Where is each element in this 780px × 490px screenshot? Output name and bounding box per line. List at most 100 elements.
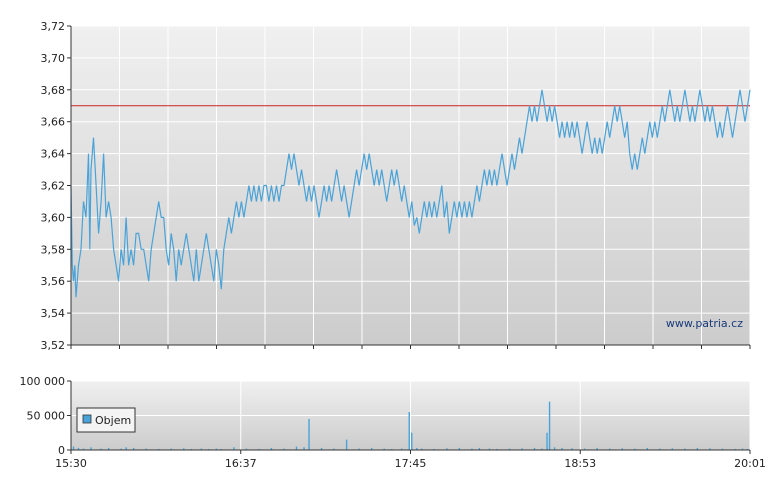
volume-bar: [411, 432, 413, 450]
x-tick-label: 18:53: [564, 457, 596, 470]
volume-bar: [684, 448, 686, 450]
price-y-tick-label: 3,68: [41, 84, 66, 97]
price-y-tick-label: 3,66: [41, 116, 66, 129]
watermark: www.patria.cz: [666, 317, 743, 330]
volume-bar: [646, 447, 648, 450]
price-y-tick-label: 3,56: [41, 275, 66, 288]
price-x-tick-marks: [70, 345, 751, 349]
legend-swatch: [82, 414, 92, 424]
price-y-tick-label: 3,58: [41, 243, 66, 256]
volume-bar: [671, 448, 674, 450]
volume-bar: [548, 401, 551, 450]
volume-bar: [383, 448, 385, 450]
volume-x-axis-labels: 15:30 16:37 17:45 18:53 20:01: [55, 450, 766, 470]
volume-bar: [358, 448, 360, 450]
volume-bar: [496, 448, 498, 450]
volume-bar: [145, 448, 147, 450]
volume-bar: [370, 447, 373, 450]
volume-bar: [721, 448, 724, 450]
volume-bar: [220, 448, 223, 450]
legend: Objem: [76, 407, 136, 433]
volume-bar: [308, 418, 310, 450]
volume-bar: [416, 447, 418, 450]
legend-label: Objem: [95, 414, 131, 427]
volume-bar: [320, 447, 323, 450]
volume-bar: [100, 448, 102, 450]
volume-bar: [391, 448, 393, 450]
price-y-tick-label: 3,64: [41, 148, 66, 161]
volume-y-tick-label: 100 000: [20, 375, 66, 388]
volume-bar: [659, 448, 661, 450]
volume-bar: [90, 447, 92, 450]
volume-bar: [333, 448, 335, 450]
volume-bar: [553, 447, 556, 450]
volume-bar: [488, 448, 491, 450]
volume-bar: [741, 448, 744, 450]
volume-bars: [72, 401, 749, 450]
volume-bar: [233, 447, 235, 450]
price-y-tick-label: 3,70: [41, 52, 66, 65]
price-y-tick-label: 3,72: [41, 20, 66, 33]
volume-bar: [533, 447, 536, 450]
volume-bar: [421, 448, 423, 450]
volume-bar: [283, 448, 285, 450]
volume-bar: [125, 447, 127, 450]
volume-bar: [583, 448, 586, 450]
x-tick-label: 16:37: [225, 457, 257, 470]
volume-bar: [77, 447, 80, 450]
volume-bar: [746, 448, 749, 450]
volume-bar: [734, 448, 736, 450]
volume-bar: [709, 448, 711, 450]
volume-bar: [634, 448, 636, 450]
volume-bar: [401, 448, 403, 450]
x-tick-label: 17:45: [395, 457, 427, 470]
volume-bar: [546, 432, 548, 450]
volume-bar: [120, 448, 122, 450]
volume-bar: [208, 448, 210, 450]
volume-bar: [245, 448, 248, 450]
volume-bar: [621, 448, 623, 450]
x-tick-label: 15:30: [55, 457, 87, 470]
volume-bar: [183, 448, 185, 450]
volume-bar: [82, 448, 85, 450]
price-y-tick-label: 3,60: [41, 211, 66, 224]
volume-bar: [258, 448, 260, 450]
volume-bar: [270, 447, 273, 450]
volume-y-tick-label: 50 000: [27, 410, 66, 423]
x-tick-label: 20:01: [734, 457, 766, 470]
volume-bar: [561, 447, 563, 450]
price-panel: 3,52 3,54 3,56 3,58 3,60 3,62 3,64 3,66 3,68 3,70…: [41, 20, 751, 352]
volume-bar: [471, 448, 473, 450]
volume-bar: [521, 448, 523, 450]
volume-bar: [170, 448, 172, 450]
price-y-tick-label: 3,52: [41, 339, 66, 352]
volume-bar: [72, 446, 75, 450]
price-y-tick-label: 3,62: [41, 180, 66, 193]
volume-bar: [458, 447, 461, 450]
volume-y-tick-label: 0: [58, 444, 65, 457]
price-series-line: [70, 89, 751, 298]
volume-bar: [107, 447, 110, 450]
volume-bar: [157, 448, 160, 450]
volume-bar: [303, 447, 305, 450]
volume-bar: [215, 448, 218, 450]
volume-y-axis: 0 50 000 100 000: [20, 375, 71, 457]
volume-bar: [696, 447, 699, 450]
volume-bar: [446, 448, 448, 450]
price-y-axis: 3,52 3,54 3,56 3,58 3,60 3,62 3,64 3,66 3,68 3,70…: [41, 20, 71, 352]
price-y-tick-label: 3,54: [41, 307, 66, 320]
volume-bar: [608, 448, 611, 450]
volume-bar: [596, 447, 598, 450]
volume-bar: [541, 448, 543, 450]
volume-bar: [190, 448, 192, 450]
volume-bar: [478, 447, 481, 450]
volume-bar: [132, 447, 135, 450]
volume-bar: [433, 448, 436, 450]
volume-bar: [345, 439, 348, 450]
volume-bar: [295, 446, 298, 450]
volume-bar: [200, 448, 202, 450]
volume-bar: [508, 448, 511, 450]
volume-bar: [571, 448, 573, 450]
volume-bar: [408, 412, 410, 450]
